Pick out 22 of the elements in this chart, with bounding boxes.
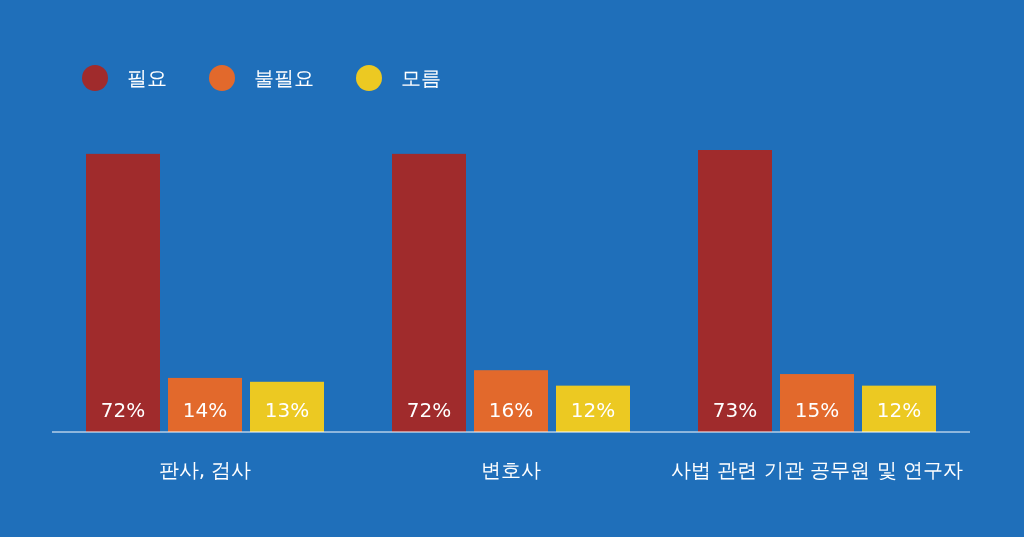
data-label: 12%	[570, 398, 616, 422]
data-label: 73%	[712, 398, 758, 422]
data-label: 13%	[264, 398, 310, 422]
data-label: 15%	[794, 398, 840, 422]
bar	[780, 374, 854, 432]
data-label: 12%	[876, 398, 922, 422]
bar	[474, 370, 548, 432]
bar	[392, 153, 466, 432]
data-label: 14%	[182, 398, 228, 422]
data-label: 72%	[406, 398, 452, 422]
data-label: 16%	[488, 398, 534, 422]
bar	[698, 150, 772, 432]
x-tick-label: 판사, 검사	[158, 458, 252, 482]
data-label: 72%	[100, 398, 146, 422]
x-tick-label: 변호사	[481, 458, 541, 482]
legend-label: 불필요	[254, 66, 314, 90]
bar	[86, 153, 160, 432]
bar	[250, 381, 324, 432]
bar	[168, 377, 242, 432]
x-tick-label: 사법 관련 기관 공무원 및 연구자	[671, 458, 963, 482]
legend-label: 필요	[127, 66, 167, 90]
legend-label: 모름	[401, 66, 441, 90]
